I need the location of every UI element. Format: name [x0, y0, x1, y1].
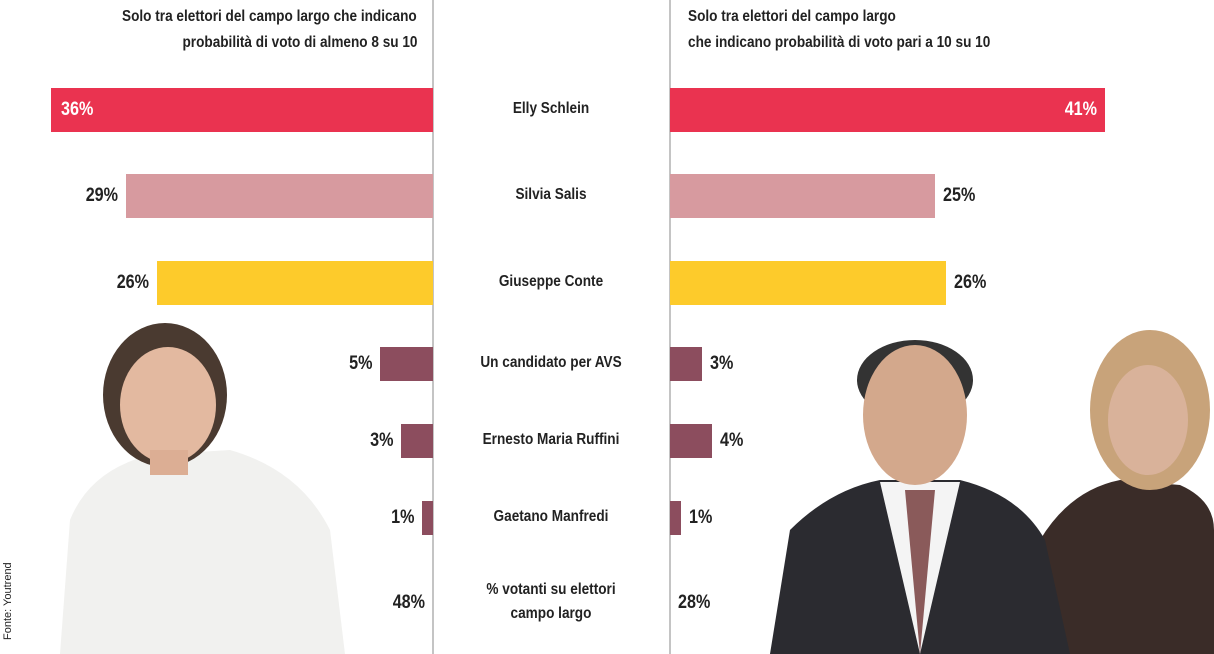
category-label: Elly Schlein	[512, 100, 590, 117]
value-label: 26%	[953, 272, 986, 293]
photo-right	[770, 330, 1214, 654]
value-label: 5%	[348, 353, 372, 374]
bar	[157, 261, 433, 305]
panel-title: Solo tra elettori del campo largo che in…	[122, 8, 417, 25]
value-label: 25%	[943, 185, 976, 206]
value-label: 29%	[85, 185, 118, 206]
value-label: 26%	[117, 272, 150, 293]
bar	[51, 88, 433, 132]
photo-left	[60, 323, 345, 654]
value-label: 4%	[720, 430, 744, 451]
bar	[401, 424, 433, 458]
bar	[670, 424, 713, 458]
category-label: Giuseppe Conte	[498, 273, 604, 290]
bar	[670, 174, 935, 218]
panel-title: che indicano probabilità di voto pari a …	[688, 34, 991, 51]
bar	[125, 174, 433, 218]
value-label: 3%	[369, 430, 394, 451]
bar	[670, 347, 702, 381]
category-label: Un candidato per AVS	[480, 354, 622, 371]
value-label: 36%	[61, 99, 94, 120]
bar	[422, 501, 433, 535]
category-label: Gaetano Manfredi	[493, 508, 609, 525]
source: Fonte: Youtrend	[2, 562, 14, 640]
category-label: % votanti su elettori	[486, 581, 616, 598]
bar	[670, 501, 681, 535]
panel-title: Solo tra elettori del campo largo	[688, 8, 896, 25]
value-label: 41%	[1064, 99, 1097, 120]
panel-title: probabilità di voto di almeno 8 su 10	[181, 34, 417, 51]
turnout-label: 28%	[678, 592, 711, 613]
category-label: Silvia Salis	[515, 186, 587, 203]
value-label: 1%	[391, 507, 415, 528]
turnout-label: 48%	[392, 592, 425, 613]
bar	[380, 347, 433, 381]
value-label: 3%	[709, 353, 734, 374]
category-label: Ernesto Maria Ruffini	[482, 431, 620, 448]
bar	[670, 261, 946, 305]
category-label: campo largo	[510, 605, 592, 622]
value-label: 1%	[688, 507, 712, 528]
bar	[670, 88, 1105, 132]
